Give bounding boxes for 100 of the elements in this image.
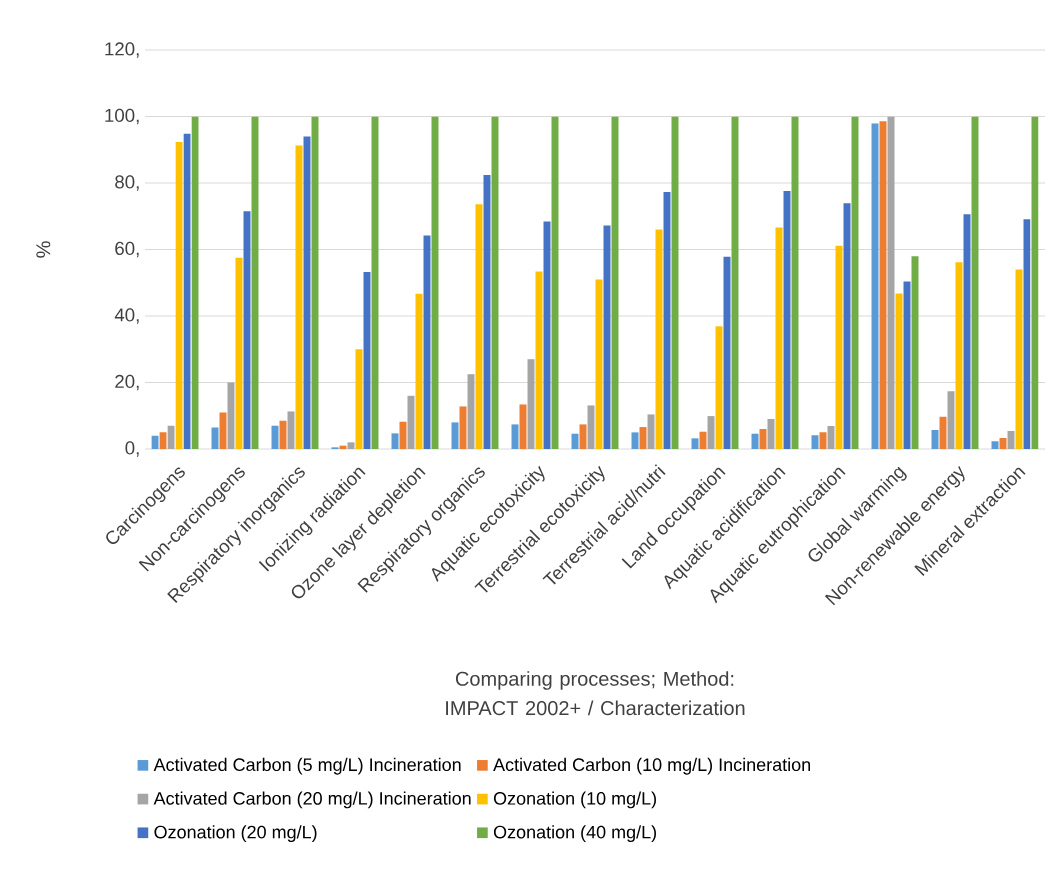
bar — [947, 391, 955, 449]
y-tick-label: 40, — [114, 308, 139, 324]
bar — [971, 116, 979, 449]
bar — [535, 271, 543, 449]
bar — [235, 257, 243, 449]
bar — [527, 359, 535, 449]
bar — [939, 416, 947, 449]
bar — [723, 256, 731, 449]
y-tick-label: 120, — [105, 42, 139, 58]
bar — [407, 395, 415, 449]
bar — [579, 424, 587, 449]
legend-label: Ozonation (40 mg/L) — [493, 825, 656, 843]
bar — [175, 142, 183, 449]
bar — [903, 281, 911, 449]
bar — [631, 432, 639, 449]
bar — [671, 116, 679, 449]
bar — [219, 412, 227, 449]
legend-label: Ozonation (10 mg/L) — [493, 791, 656, 809]
bar — [1007, 431, 1015, 449]
x-axis-title: Comparing processes; Method: IMPACT 2002+ / Characterization — [446, 671, 745, 716]
bar — [391, 433, 399, 449]
y-tick-label: 80, — [115, 175, 139, 191]
bar — [303, 136, 311, 449]
bar — [347, 442, 355, 449]
bar — [603, 225, 611, 449]
bar — [519, 404, 527, 449]
bar — [311, 116, 319, 449]
bar — [251, 116, 259, 449]
legend-label: Activated Carbon (10 mg/L) Incineration — [493, 757, 811, 775]
bar — [955, 262, 963, 449]
bar — [639, 427, 647, 449]
bar — [691, 438, 699, 449]
y-tick-label: 60, — [115, 241, 139, 258]
bar — [775, 227, 783, 449]
bar — [467, 374, 475, 449]
bar — [767, 419, 775, 449]
bar — [911, 256, 919, 449]
bar — [415, 293, 423, 449]
bar — [287, 411, 295, 449]
legend-label: Activated Carbon (5 mg/L) Incineration — [153, 757, 461, 775]
bar — [999, 438, 1007, 449]
bar — [371, 116, 379, 449]
bar — [191, 116, 199, 449]
bar — [211, 427, 219, 449]
bar — [483, 175, 491, 449]
bar — [819, 432, 827, 449]
bar — [663, 191, 671, 449]
bar — [879, 121, 887, 449]
bar — [339, 445, 347, 449]
bar — [759, 429, 767, 449]
bar — [595, 279, 603, 449]
bar — [551, 116, 559, 449]
bar — [827, 426, 835, 449]
bar — [295, 145, 303, 449]
bar — [851, 116, 859, 449]
bar — [423, 235, 431, 449]
bar — [699, 431, 707, 449]
bar — [783, 190, 791, 449]
bar — [271, 425, 279, 449]
bar — [183, 133, 191, 449]
y-tick-label: 100, — [105, 108, 139, 125]
bar — [611, 116, 619, 449]
bar — [227, 382, 235, 449]
bar — [991, 441, 999, 449]
bar — [811, 435, 819, 449]
bar — [355, 349, 363, 449]
bar — [543, 221, 551, 449]
legend-label: Activated Carbon (20 mg/L) Incineration — [153, 791, 471, 809]
bar — [963, 214, 971, 449]
bar — [751, 433, 759, 449]
bar — [511, 424, 519, 449]
bar — [791, 116, 799, 449]
bar — [731, 116, 739, 449]
bar — [715, 326, 723, 449]
bar — [647, 414, 655, 449]
bar — [931, 430, 939, 449]
bar — [279, 420, 287, 449]
bar — [451, 422, 459, 449]
bar — [363, 272, 371, 449]
bar — [475, 204, 483, 449]
bar — [243, 211, 251, 449]
y-axis-title: % — [36, 241, 51, 258]
bar — [707, 416, 715, 449]
bar — [571, 433, 579, 449]
bar — [159, 432, 167, 449]
legend-label: Ozonation (20 mg/L) — [154, 825, 317, 843]
bar — [895, 293, 903, 449]
bar — [167, 425, 175, 449]
bar — [1015, 269, 1023, 449]
bar — [655, 229, 663, 449]
bar — [431, 116, 439, 449]
bar — [843, 203, 851, 449]
bar — [491, 116, 499, 449]
bar — [399, 421, 407, 449]
bar — [835, 245, 843, 449]
bar — [871, 123, 879, 449]
bar — [887, 116, 895, 449]
y-tick-label: 20, — [115, 374, 139, 391]
bar — [459, 406, 467, 449]
y-tick-label: 0, — [125, 441, 139, 457]
